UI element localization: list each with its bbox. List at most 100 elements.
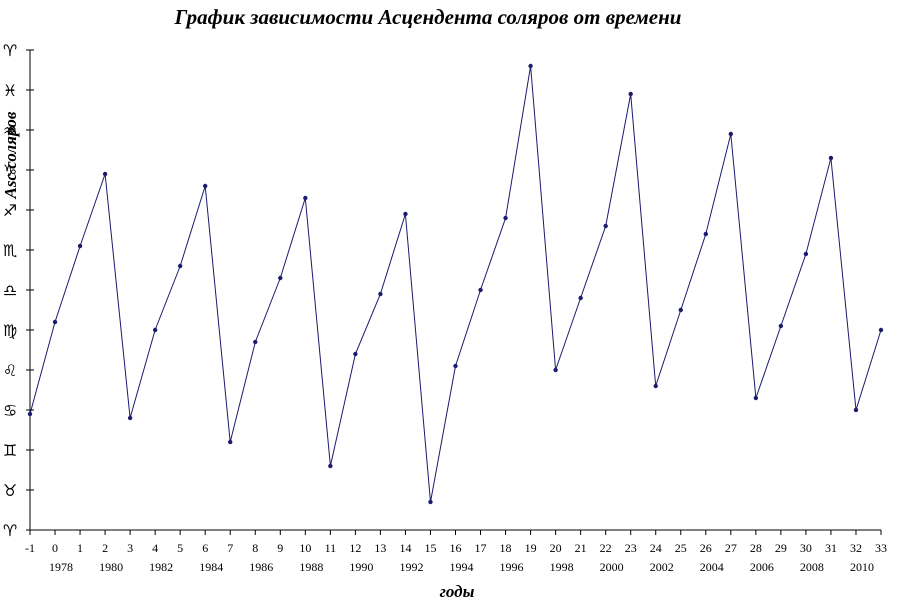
data-point [853, 407, 859, 413]
x-tick-label: 7 [227, 541, 233, 555]
x-tick-label: 3 [127, 541, 133, 555]
x-tick-label: 10 [299, 541, 311, 555]
data-point [428, 499, 433, 505]
x-tick-label: 1 [77, 541, 83, 555]
x-tick-label: 6 [202, 541, 208, 555]
x-tick-label: 17 [475, 541, 487, 555]
y-tick-label: ♊ [3, 441, 17, 460]
x-tick-label: 23 [625, 541, 637, 555]
x-tick-label: 26 [700, 541, 712, 555]
data-point [553, 367, 558, 373]
x-tick-label: 30 [800, 541, 812, 555]
x-tick-label: 12 [349, 541, 361, 555]
x-tick-label: 4 [152, 541, 158, 555]
data-point [328, 463, 333, 469]
x-tick-label: 31 [825, 541, 837, 555]
data-point [628, 91, 633, 97]
year-label: 1994 [450, 560, 474, 574]
year-label: 1986 [249, 560, 273, 574]
data-point [653, 383, 658, 389]
x-tick-label: 22 [600, 541, 612, 555]
data-point [203, 183, 208, 189]
data-point [27, 411, 33, 417]
data-point [77, 243, 83, 249]
y-tick-label: ♓ [3, 81, 17, 100]
x-tick-label: 8 [252, 541, 258, 555]
x-tick-label: -1 [25, 541, 35, 555]
data-point [353, 351, 358, 357]
x-tick-label: 28 [750, 541, 762, 555]
x-axis-title: годы [440, 582, 475, 601]
y-tick-label: ♏ [3, 241, 17, 260]
data-point [253, 339, 258, 345]
data-point [753, 395, 759, 401]
data-point [528, 63, 533, 69]
data-point [728, 131, 734, 137]
x-tick-label: 27 [725, 541, 737, 555]
data-point [703, 231, 708, 237]
x-tick-label: 0 [52, 541, 58, 555]
year-label: 2008 [800, 560, 824, 574]
year-label: 1980 [99, 560, 123, 574]
year-label: 2006 [750, 560, 774, 574]
data-point [303, 195, 308, 201]
year-label: 1984 [199, 560, 223, 574]
y-tick-label: ♋ [3, 401, 17, 420]
y-tick-label: ♈ [3, 521, 17, 540]
data-point [228, 439, 233, 445]
x-tick-label: 5 [177, 541, 183, 555]
x-tick-label: 18 [500, 541, 512, 555]
x-tick-label: 21 [575, 541, 587, 555]
x-tick-label: 33 [875, 541, 887, 555]
data-point [478, 287, 483, 293]
x-tick-label: 2 [102, 541, 108, 555]
year-label: 1982 [149, 560, 173, 574]
year-label: 1990 [349, 560, 373, 574]
x-tick-label: 29 [775, 541, 787, 555]
year-label: 1988 [299, 560, 323, 574]
data-point [102, 171, 108, 177]
series-line [29, 65, 882, 503]
y-tick-label: ♒ [3, 121, 17, 140]
year-label: 1978 [49, 560, 73, 574]
data-point [503, 215, 508, 221]
y-tick-label: ♑ [3, 161, 17, 180]
chart-title: График зависимости Асцендента соляров от… [174, 5, 682, 29]
data-point [278, 275, 283, 281]
data-point [828, 155, 834, 161]
year-label: 2002 [650, 560, 674, 574]
x-tick-label: 9 [277, 541, 283, 555]
data-point [453, 363, 458, 369]
year-label: 2000 [600, 560, 624, 574]
x-tick-label: 13 [374, 541, 386, 555]
year-label: 1998 [550, 560, 574, 574]
data-point [803, 251, 809, 257]
data-point [678, 307, 683, 313]
year-label: 1992 [399, 560, 423, 574]
data-point [778, 323, 784, 329]
data-point [603, 223, 608, 229]
y-tick-label: ♌ [3, 361, 17, 380]
data-point [578, 295, 583, 301]
year-label: 2004 [700, 560, 724, 574]
year-label: 1996 [500, 560, 524, 574]
x-tick-label: 14 [399, 541, 411, 555]
data-point [127, 415, 133, 421]
x-tick-label: 20 [550, 541, 562, 555]
x-tick-label: 16 [450, 541, 462, 555]
year-label: 2010 [850, 560, 874, 574]
data-point [152, 327, 158, 333]
data-point [177, 263, 183, 269]
x-tick-label: 11 [325, 541, 337, 555]
y-tick-label: ♎ [3, 281, 17, 300]
y-axis-title: Asc соляров [1, 111, 20, 199]
x-tick-label: 25 [675, 541, 687, 555]
x-tick-label: 24 [650, 541, 662, 555]
y-tick-label: ♍ [3, 321, 17, 340]
x-tick-label: 15 [424, 541, 436, 555]
x-tick-label: 19 [525, 541, 537, 555]
y-tick-label: ♈ [3, 41, 17, 60]
data-point [878, 327, 884, 333]
